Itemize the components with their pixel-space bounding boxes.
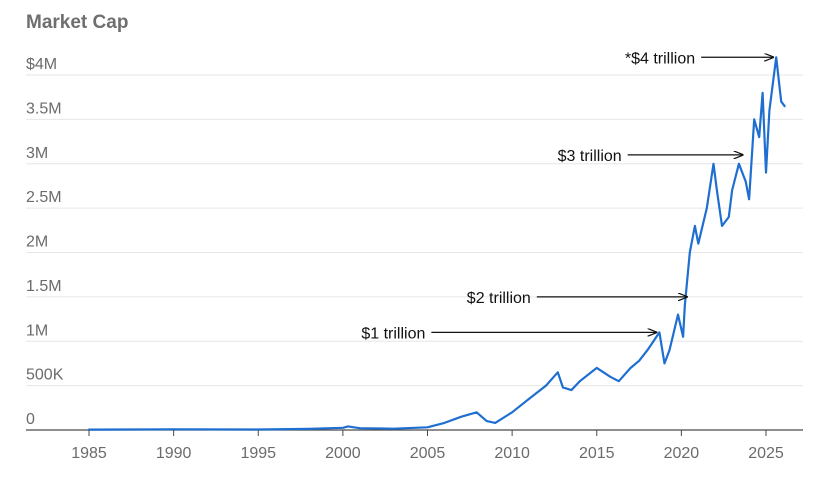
x-tick-label: 1985 bbox=[71, 445, 107, 462]
annotation-label: $3 trillion bbox=[558, 148, 622, 165]
data-point bbox=[663, 362, 666, 365]
data-point bbox=[443, 422, 446, 424]
data-point bbox=[694, 225, 696, 227]
data-point bbox=[646, 349, 649, 351]
data-point bbox=[257, 428, 260, 431]
y-tick-label: 3.5M bbox=[26, 100, 62, 117]
data-point bbox=[595, 367, 598, 369]
x-tick-label: 2025 bbox=[748, 445, 784, 462]
data-point bbox=[629, 367, 632, 369]
data-point bbox=[122, 428, 124, 431]
data-point bbox=[545, 384, 547, 387]
data-point bbox=[342, 426, 344, 429]
data-point bbox=[738, 162, 740, 165]
data-point bbox=[758, 136, 761, 138]
annotation-label: *$4 trillion bbox=[625, 50, 695, 67]
x-tick-label: 1990 bbox=[156, 445, 192, 462]
data-point bbox=[705, 207, 708, 209]
data-point bbox=[511, 411, 513, 414]
data-point bbox=[677, 313, 679, 316]
data-point bbox=[308, 428, 310, 430]
annotation-label: $1 trillion bbox=[361, 325, 425, 342]
data-point bbox=[682, 336, 684, 338]
y-tick-label: 2M bbox=[26, 234, 48, 251]
data-point bbox=[744, 180, 747, 183]
data-point bbox=[771, 83, 774, 85]
data-point bbox=[783, 105, 786, 107]
data-point bbox=[485, 420, 488, 422]
data-point bbox=[617, 380, 620, 382]
data-point bbox=[731, 189, 733, 192]
data-point bbox=[562, 386, 564, 389]
data-point bbox=[780, 100, 783, 103]
data-point bbox=[609, 375, 612, 378]
data-point bbox=[426, 426, 429, 429]
data-point bbox=[727, 216, 730, 218]
data-point bbox=[721, 225, 723, 227]
y-tick-label: 2.5M bbox=[26, 189, 62, 206]
y-tick-label: $4M bbox=[26, 56, 57, 73]
data-point bbox=[712, 162, 715, 165]
data-point bbox=[658, 331, 661, 334]
y-tick-label: 3M bbox=[26, 145, 48, 162]
y-tick-label: 1.5M bbox=[26, 278, 62, 295]
data-point bbox=[579, 380, 581, 382]
data-point bbox=[761, 91, 764, 94]
data-point bbox=[570, 389, 573, 391]
data-point bbox=[697, 242, 700, 245]
data-point bbox=[668, 349, 671, 351]
chart-title: Market Cap bbox=[26, 12, 129, 33]
data-point bbox=[765, 171, 767, 174]
data-point bbox=[689, 251, 691, 254]
data-point bbox=[716, 189, 718, 192]
data-point bbox=[494, 422, 497, 424]
data-point bbox=[557, 371, 559, 374]
data-point bbox=[768, 109, 771, 112]
data-point bbox=[172, 428, 175, 431]
data-point bbox=[528, 398, 530, 400]
annotation-label: $2 trillion bbox=[467, 290, 531, 307]
data-point bbox=[775, 56, 777, 59]
data-point bbox=[460, 415, 463, 418]
data-point bbox=[638, 359, 640, 362]
data-point bbox=[359, 427, 361, 430]
market-cap-line bbox=[87, 56, 786, 431]
x-tick-label: 2010 bbox=[494, 445, 530, 462]
y-tick-label: 0 bbox=[26, 411, 35, 428]
data-point bbox=[753, 118, 755, 121]
x-tick-label: 2000 bbox=[325, 445, 361, 462]
data-point bbox=[347, 425, 349, 428]
data-point bbox=[748, 198, 750, 201]
y-tick-label: 500K bbox=[26, 367, 64, 384]
data-point bbox=[88, 428, 90, 431]
x-tick-label: 2020 bbox=[664, 445, 700, 462]
data-point bbox=[683, 304, 686, 307]
y-tick-label: 1M bbox=[26, 322, 48, 339]
x-tick-label: 2015 bbox=[579, 445, 615, 462]
data-point bbox=[475, 411, 478, 414]
x-tick-label: 2005 bbox=[410, 445, 446, 462]
data-point bbox=[392, 427, 395, 430]
x-tick-label: 1995 bbox=[240, 445, 276, 462]
